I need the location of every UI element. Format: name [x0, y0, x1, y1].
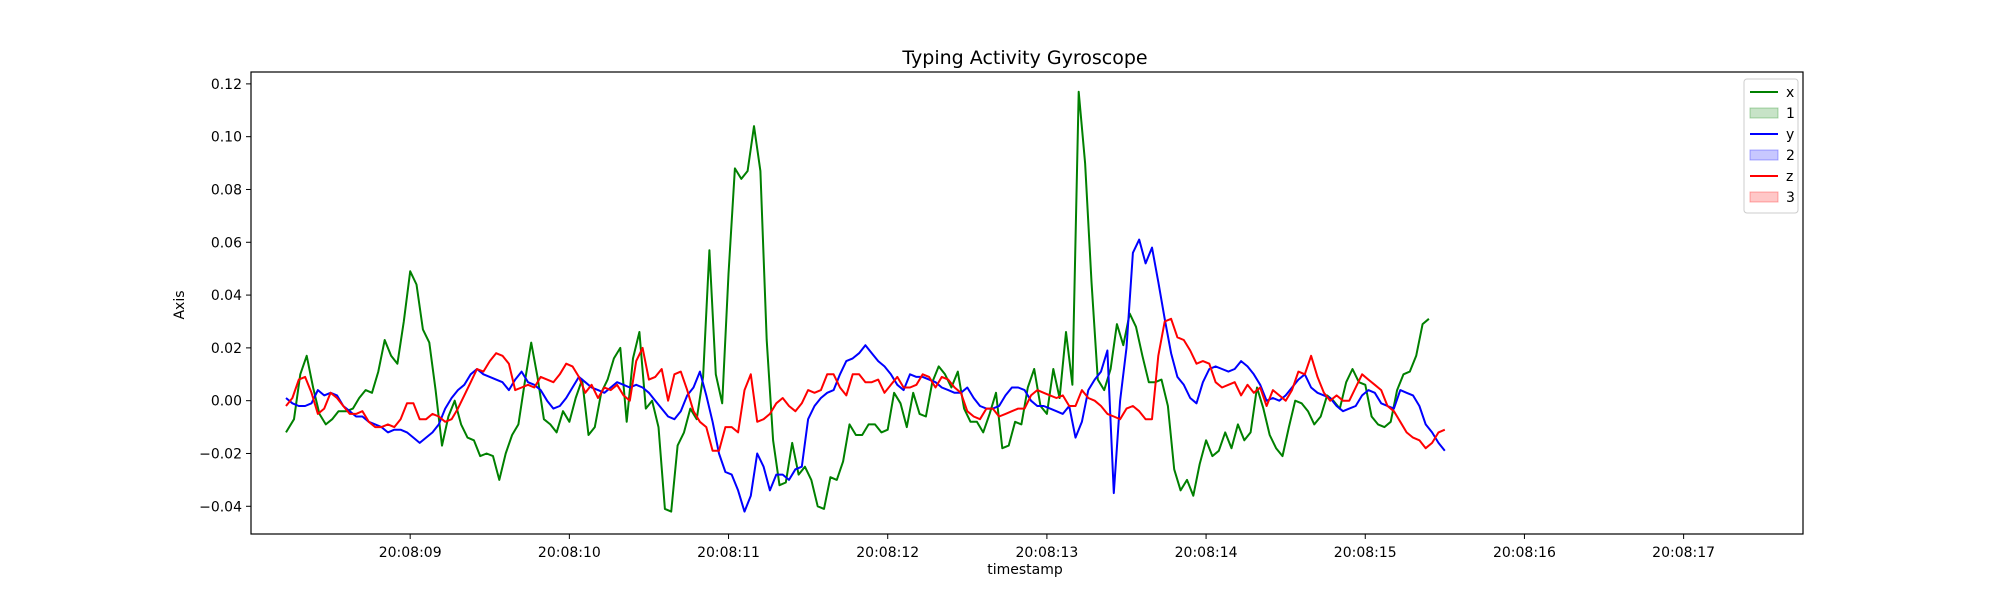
axis-ticks: −0.04 −0.02 0.00 0.02 0.04 0.06 0.08 0.10 0.12 20…	[199, 77, 1715, 561]
y-tick-label: −0.02	[199, 446, 242, 462]
data-series	[285, 90, 1446, 513]
x-tick-label: 20:08:16	[1493, 545, 1556, 561]
chart-title: Typing Activity Gyroscope	[901, 47, 1147, 69]
legend-label-1: 1	[1786, 106, 1795, 122]
x-tick-label: 20:08:13	[1015, 545, 1078, 561]
y-tick-label: 0.02	[211, 341, 242, 357]
legend-swatch-2	[1749, 149, 1779, 161]
x-tick-label: 20:08:10	[538, 545, 601, 561]
legend-label-3: 3	[1786, 190, 1795, 206]
x-tick-label: 20:08:09	[379, 545, 442, 561]
x-tick-label: 20:08:15	[1334, 545, 1397, 561]
x-tick-label: 20:08:12	[856, 545, 919, 561]
x-tick-label: 20:08:11	[697, 545, 760, 561]
y-tick-label: 0.08	[211, 182, 242, 198]
x-tick-label: 20:08:14	[1175, 545, 1238, 561]
y-tick-label: 0.04	[211, 288, 242, 304]
legend-label-z: z	[1786, 169, 1793, 185]
y-axis-label: Axis	[172, 290, 188, 319]
x-axis-label: timestamp	[987, 562, 1063, 578]
legend-box	[1743, 78, 1799, 214]
legend-swatch-1	[1749, 107, 1779, 119]
legend-label-x: x	[1786, 85, 1794, 101]
y-tick-label: 0.12	[211, 77, 242, 93]
y-tick-label: 0.10	[211, 130, 242, 146]
y-tick-label: 0.06	[211, 235, 242, 251]
plot-frame	[250, 71, 1804, 535]
legend-label-2: 2	[1786, 148, 1795, 164]
y-tick-label: 0.00	[211, 394, 242, 410]
legend-swatch-3	[1749, 191, 1779, 203]
y-tick-label: −0.04	[199, 499, 242, 515]
series-line-z	[285, 317, 1446, 452]
legend: x 1 y 2 z 3	[1743, 78, 1799, 214]
legend-label-y: y	[1786, 127, 1794, 143]
x-tick-label: 20:08:17	[1652, 545, 1715, 561]
series-line-x	[285, 90, 1430, 513]
